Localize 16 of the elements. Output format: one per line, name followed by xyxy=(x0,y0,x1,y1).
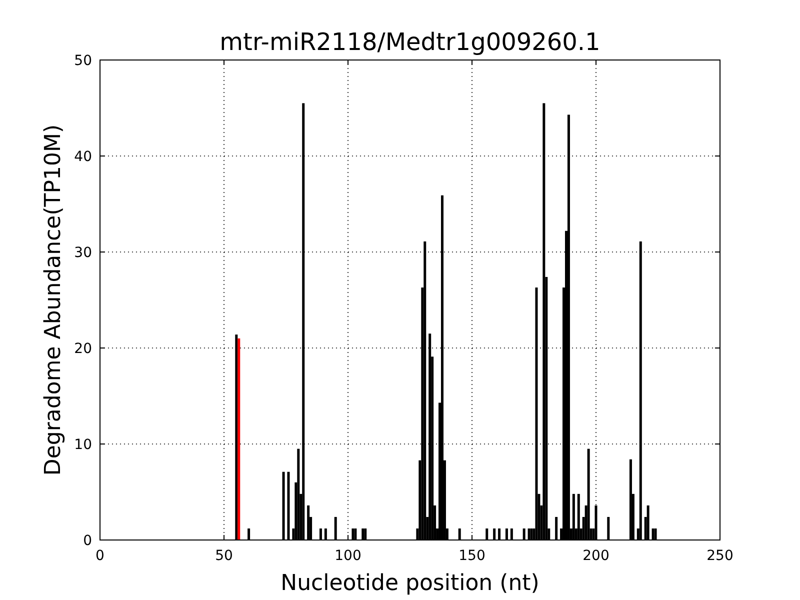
y-tick-label: 30 xyxy=(74,245,92,261)
y-tick-label: 0 xyxy=(83,533,92,549)
x-tick-label: 50 xyxy=(215,548,233,564)
bar xyxy=(238,338,240,540)
chart-title: mtr-miR2118/Medtr1g009260.1 xyxy=(220,28,600,56)
y-tick-label: 20 xyxy=(74,341,92,357)
y-tick-label: 40 xyxy=(74,149,92,165)
x-axis-title: Nucleotide position (nt) xyxy=(280,571,540,596)
y-tick-label: 50 xyxy=(74,53,92,69)
y-tick-label: 10 xyxy=(74,437,92,453)
x-tick-label: 0 xyxy=(96,548,104,564)
x-tick-label: 200 xyxy=(582,548,610,564)
x-tick-label: 150 xyxy=(458,548,486,564)
y-axis-title: Degradome Abundance(TP10M) xyxy=(41,124,66,476)
x-tick-label: 250 xyxy=(706,548,734,564)
x-tick-label: 100 xyxy=(334,548,362,564)
